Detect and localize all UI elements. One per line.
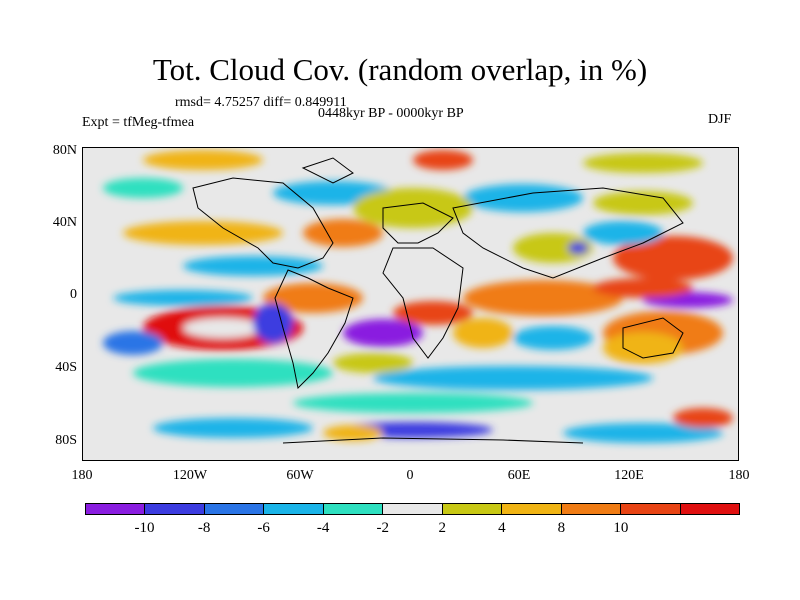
lat-tick: 40N [52,215,77,230]
colorbar-swatch [323,504,384,514]
colorbar-swatch [502,504,562,514]
colorbar-swatch [204,504,265,514]
period-label: 0448kyr BP - 0000kyr BP [318,106,464,121]
lat-tick: 80N [52,143,77,158]
colorbar-label: 10 [613,520,629,536]
lat-tick: 80S [55,433,77,448]
lon-tick: 0 [406,468,414,483]
colorbar-swatch [680,504,739,514]
colorbar-label: 4 [498,520,506,536]
season-label: DJF [708,112,732,127]
colorbar-swatch [442,504,503,514]
lon-tick: 60W [286,468,314,483]
map-panel [82,147,739,461]
colorbar-swatch [621,504,681,514]
lon-tick: 120E [614,468,644,483]
lon-tick: 180 [71,468,93,483]
colorbar-swatch [561,504,622,514]
colorbar-label: -2 [376,520,389,536]
lon-tick: 180 [728,468,750,483]
lat-tick: 0 [70,287,77,302]
lon-tick: 120W [172,468,208,483]
lat-tick: 40S [55,360,77,375]
colorbar-swatch [383,504,443,514]
colorbar-label: 2 [438,520,447,536]
chart-title: Tot. Cloud Cov. (random overlap, in %) [152,52,648,87]
colorbar-label: 8 [557,520,566,536]
colorbar-swatch [86,504,146,514]
colorbar-swatch [264,504,324,514]
anomaly-field [83,148,738,460]
colorbar-label: -8 [197,520,211,536]
colorbar-label: -4 [316,520,330,536]
colorbar-swatch [145,504,205,514]
colorbar-label: -6 [257,520,270,536]
colorbar-label: -10 [134,520,155,536]
coastlines [192,157,684,444]
experiment-label: Expt = tfMeg-tfmea [82,115,195,130]
stats-label: rmsd= 4.75257 diff= 0.849911 [175,95,347,110]
lon-tick: 60E [507,468,531,483]
colorbar [85,503,740,515]
